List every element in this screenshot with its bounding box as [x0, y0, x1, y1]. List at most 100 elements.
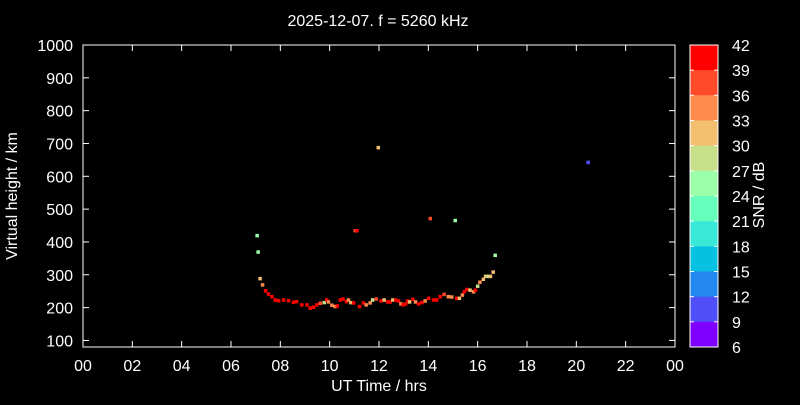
colorbar-tick-label: 42 [732, 38, 750, 55]
x-tick-label: 04 [173, 358, 191, 375]
data-point [315, 303, 319, 307]
colorbar-tick-label: 33 [732, 114, 750, 131]
data-point [465, 287, 469, 292]
data-point [399, 302, 403, 306]
colorbar-tick-label: 9 [732, 315, 741, 332]
x-tick-label: 22 [617, 358, 635, 375]
data-point [420, 300, 424, 305]
data-point [450, 295, 454, 299]
y-tick-label: 400 [46, 235, 73, 252]
colorbar-tick-label: 39 [732, 63, 750, 80]
data-point [351, 301, 356, 305]
data-point [471, 290, 476, 294]
data-point [276, 298, 281, 303]
data-point [385, 300, 390, 304]
data-point [308, 306, 312, 310]
data-point [391, 298, 395, 302]
y-tick-label: 200 [46, 301, 73, 318]
data-point [403, 302, 408, 306]
colorbar-band [690, 196, 718, 222]
data-point [291, 300, 296, 305]
data-point [368, 301, 372, 305]
x-tick-label: 08 [271, 358, 289, 375]
data-point [468, 288, 472, 292]
data-point [357, 304, 362, 309]
data-point [396, 299, 401, 303]
colorbar-tick-label: 12 [732, 290, 750, 307]
data-point [382, 298, 386, 302]
data-point [273, 298, 277, 302]
data-point [407, 300, 412, 304]
data-point [442, 292, 446, 297]
data-point [446, 294, 451, 299]
colorbar-band [690, 45, 718, 71]
data-point [330, 303, 334, 307]
data-point [388, 300, 392, 304]
data-point [379, 299, 383, 303]
colorbar-band [690, 321, 718, 348]
data-point [361, 301, 366, 305]
data-point [370, 298, 375, 302]
x-axis-label: UT Time / hrs [331, 378, 427, 395]
y-tick-label: 800 [46, 104, 73, 121]
data-point [426, 296, 431, 301]
data-point [438, 294, 442, 299]
data-point [263, 289, 268, 293]
x-tick-label: 00 [74, 358, 92, 375]
data-point [286, 298, 291, 303]
x-tick-label: 14 [419, 358, 437, 375]
colorbar-band [690, 95, 718, 121]
data-point [341, 297, 345, 301]
y-tick-label: 500 [46, 202, 73, 219]
y-tick-label: 600 [46, 169, 73, 186]
colorbar-tick-label: 18 [732, 239, 750, 256]
x-tick-label: 10 [321, 358, 339, 375]
data-point [258, 276, 262, 281]
data-point [434, 298, 439, 302]
colorbar-tick-label: 27 [732, 164, 750, 181]
data-point [411, 297, 415, 302]
data-point [311, 305, 316, 309]
data-point [481, 277, 486, 282]
data-point [300, 303, 304, 307]
colorbar-band [690, 221, 718, 247]
data-point [491, 270, 495, 274]
data-point [326, 300, 331, 304]
colorbar-tick-label: 15 [732, 265, 750, 282]
x-tick-label: 00 [666, 358, 684, 375]
data-point [281, 298, 286, 302]
colorbar-tick-label: 6 [732, 340, 741, 357]
data-point [355, 228, 359, 233]
data-point [473, 288, 478, 292]
data-point [305, 303, 309, 307]
colorbar-tick-label: 30 [732, 139, 750, 156]
data-point [324, 298, 329, 302]
data-point [483, 274, 488, 279]
y-tick-label: 300 [46, 268, 73, 285]
data-point [294, 299, 299, 304]
colorbar-band [690, 170, 718, 197]
data-point [376, 145, 381, 150]
colorbar-band [690, 120, 718, 147]
y-tick-label: 900 [46, 71, 73, 88]
x-tick-label: 12 [370, 358, 388, 375]
data-point [322, 300, 326, 305]
data-point [394, 298, 398, 302]
data-point [462, 290, 467, 294]
data-point [260, 283, 265, 287]
data-point [374, 297, 379, 301]
data-point [333, 304, 337, 309]
data-point [318, 301, 323, 306]
colorbar-band [690, 70, 718, 96]
data-point [586, 160, 590, 165]
chart-title: 2025-12-07. f = 5260 kHz [287, 13, 468, 30]
x-tick-label: 18 [518, 358, 536, 375]
colorbar-band [690, 246, 718, 272]
data-point [423, 299, 427, 303]
colorbar-band [690, 145, 718, 172]
data-point [460, 293, 465, 297]
data-point [405, 299, 410, 303]
data-point [453, 218, 457, 223]
data-point [493, 253, 497, 258]
